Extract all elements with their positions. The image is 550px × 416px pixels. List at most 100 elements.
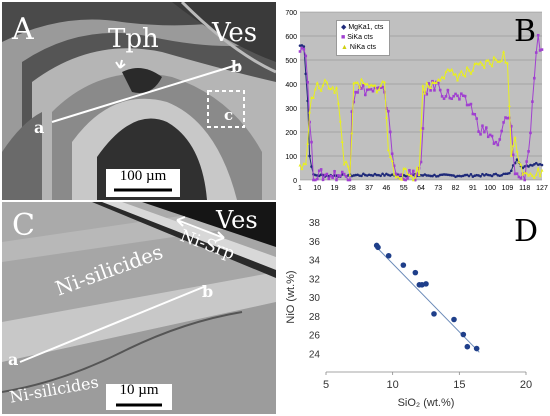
data-point (429, 86, 433, 89)
data-point (387, 109, 390, 113)
data-point (442, 76, 446, 80)
data-point (327, 86, 331, 90)
panel-b: 0 100 200 300 400 500 600 700 1 10 19 28 37 46 55 64 73 8… (278, 2, 548, 200)
scatter-point (423, 281, 429, 287)
data-point (350, 110, 354, 113)
scatter-point (473, 345, 480, 352)
data-point (467, 103, 471, 107)
data-point (317, 86, 321, 90)
data-point (361, 81, 365, 85)
data-point (467, 174, 471, 178)
scale-bar-label: 100 µm (119, 168, 167, 184)
data-point (502, 172, 505, 176)
data-point (440, 95, 444, 98)
x-tick-label: 37 (365, 185, 373, 192)
data-point (504, 116, 507, 119)
data-point (354, 173, 357, 177)
panel-d: 24 26 28 30 32 34 36 38 5 10 15 20 SiO₂ (wt.%) NiO (w… (278, 202, 548, 414)
data-point (536, 163, 540, 166)
data-point (533, 76, 536, 80)
data-point (515, 158, 519, 161)
data-point (527, 165, 530, 168)
data-point (373, 83, 377, 87)
data-point (458, 97, 461, 101)
data-point (390, 159, 394, 162)
data-point (421, 84, 425, 87)
data-point (302, 162, 306, 165)
y-tick-label: 200 (285, 130, 297, 137)
data-point (302, 48, 306, 51)
data-point (406, 176, 409, 180)
data-point (427, 84, 431, 88)
data-point (452, 94, 455, 98)
data-point (469, 102, 473, 106)
data-point (398, 176, 402, 180)
data-point (369, 87, 373, 91)
data-point (298, 50, 302, 53)
data-point (433, 173, 436, 177)
data-point (479, 175, 482, 178)
y-axis-label: NiO (wt.%) (285, 270, 297, 323)
data-point (457, 72, 461, 76)
data-point (527, 150, 530, 153)
panel-d-letter: D (514, 214, 539, 249)
data-point (494, 172, 498, 176)
scatter-point (431, 311, 437, 317)
scatter-point (460, 331, 467, 338)
data-point (459, 69, 463, 73)
data-point (335, 178, 338, 182)
data-point (515, 149, 519, 153)
data-point (404, 174, 407, 178)
data-point (425, 174, 429, 177)
data-point (446, 88, 450, 92)
data-point (500, 129, 503, 133)
x-tick-label: 127 (536, 185, 548, 192)
data-point (486, 173, 490, 177)
data-point (496, 143, 500, 147)
data-point (515, 172, 519, 175)
x-tick-label: 10 (313, 185, 321, 192)
data-point (509, 169, 513, 173)
data-point (300, 167, 304, 171)
data-point (488, 62, 492, 65)
data-point (385, 107, 388, 110)
x-tick-label: 64 (417, 185, 425, 192)
data-point (452, 72, 456, 76)
data-point (511, 144, 515, 147)
data-point (415, 165, 419, 169)
data-point (331, 176, 334, 179)
data-point (419, 127, 423, 131)
data-point (425, 81, 429, 84)
data-point (446, 67, 450, 71)
data-point (362, 83, 365, 87)
data-point (540, 163, 544, 167)
data-point (421, 127, 425, 130)
data-point (356, 81, 360, 84)
data-point (310, 140, 313, 144)
data-point (536, 33, 540, 37)
data-point (531, 100, 534, 103)
data-point (308, 120, 311, 124)
data-point (440, 75, 444, 79)
data-point (340, 140, 344, 143)
data-point (475, 173, 478, 177)
scatter-point (400, 262, 407, 268)
scatter-point (375, 244, 381, 251)
data-point (379, 174, 382, 178)
x-axis-label: SiO₂ (wt.%) (398, 397, 455, 409)
data-point (340, 170, 344, 174)
x-tick-label: 109 (502, 185, 514, 192)
data-point (375, 90, 379, 94)
data-point (498, 60, 502, 63)
data-point (306, 141, 310, 145)
data-point (388, 130, 392, 134)
data-point (490, 134, 494, 138)
data-point (350, 131, 354, 135)
data-point (400, 177, 404, 181)
data-point (304, 162, 308, 166)
y-tick-label: 100 (285, 154, 297, 161)
data-point (402, 166, 406, 170)
data-point (346, 164, 350, 168)
data-point (381, 172, 384, 176)
data-point (367, 88, 371, 91)
